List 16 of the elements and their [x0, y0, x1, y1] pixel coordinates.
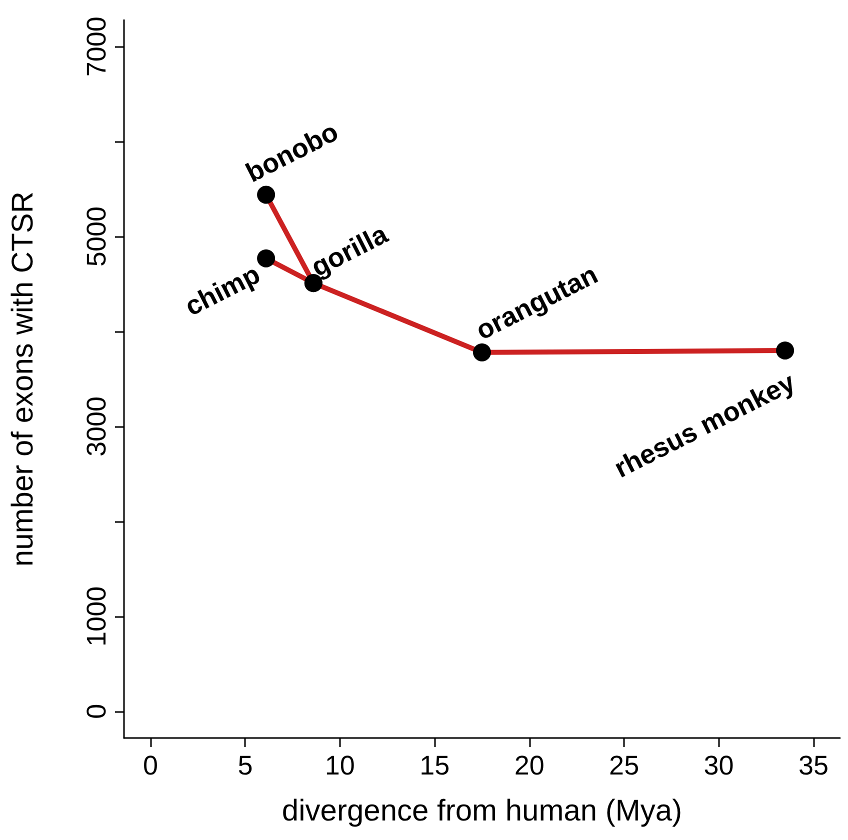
x-tick-label: 5 [238, 750, 253, 780]
y-tick-label: 5000 [82, 206, 112, 267]
y-axis-title: number of exons with CTSR [6, 191, 40, 567]
x-tick-label: 15 [420, 750, 450, 780]
y-tick-label: 0 [82, 704, 112, 719]
x-axis-title: divergence from human (Mya) [282, 794, 682, 828]
x-tick-label: 10 [324, 750, 355, 780]
x-tick-label: 35 [798, 750, 829, 780]
y-tick-label: 3000 [82, 396, 112, 457]
y-tick-label: 7000 [82, 16, 112, 77]
x-tick-label: 0 [143, 750, 158, 780]
x-tick-label: 20 [514, 750, 544, 780]
annotation: chimp [180, 258, 265, 322]
x-tick-label: 25 [609, 750, 640, 780]
x-tick-label: 30 [704, 750, 734, 780]
y-tick-label: 1000 [82, 586, 112, 646]
